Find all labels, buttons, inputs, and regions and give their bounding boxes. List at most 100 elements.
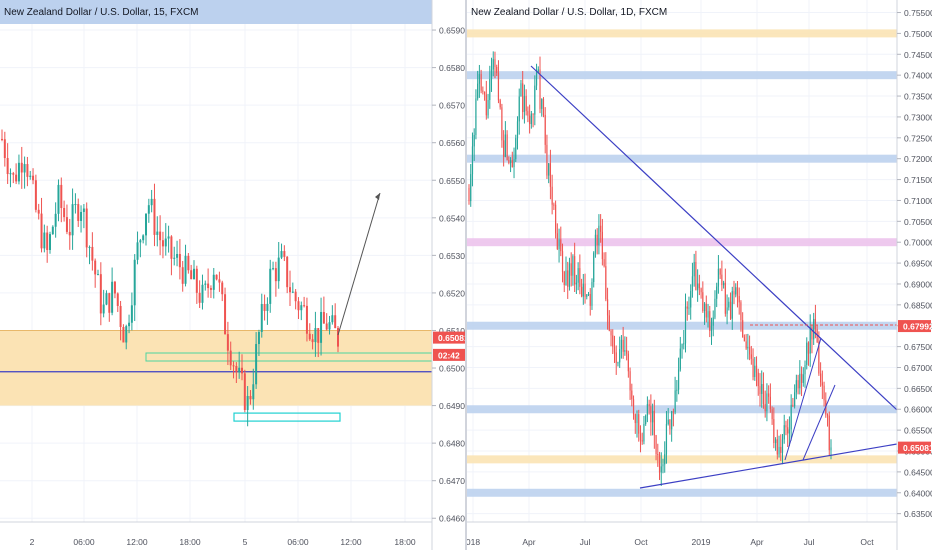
trendline-down [530, 65, 898, 411]
candle-body [34, 180, 37, 210]
chart-pane-1d[interactable]: 0.75500 0.75000 0.74500 0.74000 0.73500 0.730… [467, 0, 932, 550]
candle-body [807, 342, 810, 354]
candle-body [769, 396, 771, 410]
candle-body [161, 240, 164, 247]
candle-body [787, 427, 789, 434]
candle-body [532, 113, 534, 115]
candle-body [608, 315, 610, 331]
header-band [0, 0, 432, 24]
candle-body [589, 294, 591, 306]
price-tick-label: 0.74000 [904, 71, 932, 81]
candle-body [204, 283, 207, 285]
candle-body [97, 274, 99, 276]
candle-body [814, 318, 817, 330]
candle-body [193, 268, 195, 280]
candle-body [51, 226, 54, 235]
candle-body [257, 332, 260, 345]
time-tick-label: 06:00 [73, 537, 95, 547]
candle-body [224, 294, 227, 335]
candle-body [65, 217, 68, 232]
candle-body [68, 231, 71, 236]
candle-body [77, 204, 80, 221]
chart-canvas-1d[interactable]: 0.75500 0.75000 0.74500 0.74000 0.73500 0.730… [467, 0, 932, 550]
candle-body [582, 283, 584, 297]
candle-body [26, 164, 29, 177]
candle-body [32, 175, 35, 181]
candle-body [325, 323, 328, 330]
candle-body [768, 393, 770, 397]
candle-body [49, 234, 51, 250]
candle-body [735, 287, 737, 295]
candle-body [586, 294, 588, 297]
candle-body [697, 283, 699, 291]
candle-body [684, 306, 687, 344]
candle-body [60, 184, 63, 209]
candle-body [624, 350, 626, 352]
candle-body [788, 429, 791, 434]
candle-body [515, 138, 517, 160]
candle-body [612, 335, 614, 347]
candle-body [662, 464, 664, 467]
candle-body [485, 94, 487, 116]
candle-body [503, 140, 505, 157]
candle-body [215, 274, 218, 280]
candle-body [747, 346, 749, 349]
candle-body [150, 198, 153, 206]
price-axis [897, 0, 932, 550]
price-tick-label: 0.64600 [439, 514, 466, 524]
candle-body [639, 433, 642, 441]
candle-body [480, 74, 482, 91]
chart-title-1d: New Zealand Dollar / U.S. Dollar, 1D, FX… [471, 7, 668, 18]
marked-price-tag-bg [898, 320, 931, 333]
candle-body [648, 403, 650, 407]
candle-body [762, 384, 765, 404]
candle-body [806, 342, 808, 365]
candle-body [164, 238, 167, 247]
candle-body [125, 326, 128, 343]
candle-body [606, 299, 609, 316]
candle-body [170, 236, 173, 259]
candle-body [303, 305, 306, 307]
countdown-tag: 02:42 [438, 350, 460, 360]
candle-body [494, 59, 496, 67]
candle-body [549, 163, 552, 187]
candle-body [499, 100, 501, 108]
candle-body [660, 466, 662, 473]
candle-body [198, 292, 201, 303]
candle-body [232, 365, 235, 367]
candle-body [529, 115, 531, 125]
candle-body [88, 246, 91, 248]
candle-body [655, 435, 657, 454]
candle-body [752, 358, 754, 378]
candle-body [243, 373, 246, 410]
candle-body [783, 425, 785, 440]
candle-body [187, 255, 190, 271]
candle-body [781, 439, 784, 453]
candle-body [541, 98, 543, 109]
candle-body [249, 395, 252, 400]
candle-body [567, 270, 569, 287]
candle-body [176, 253, 179, 258]
candle-body [518, 96, 520, 122]
candle-body [619, 349, 621, 363]
time-tick-label: 018 [467, 537, 480, 547]
candle-body [580, 286, 583, 297]
candle-body [563, 271, 565, 286]
candle-body [667, 419, 669, 424]
candle-body [119, 305, 122, 327]
candle-body [717, 268, 720, 287]
candle-body [622, 339, 624, 352]
chart-title-15m: New Zealand Dollar / U.S. Dollar, 15, FX… [4, 7, 199, 18]
candle-body [471, 146, 474, 175]
candle-body [238, 367, 241, 373]
candle-body [556, 233, 558, 249]
zone-band [467, 29, 897, 38]
candle-body [759, 386, 761, 394]
pane-divider[interactable] [465, 0, 467, 550]
candle-body [12, 173, 15, 175]
candle-body [686, 306, 688, 309]
